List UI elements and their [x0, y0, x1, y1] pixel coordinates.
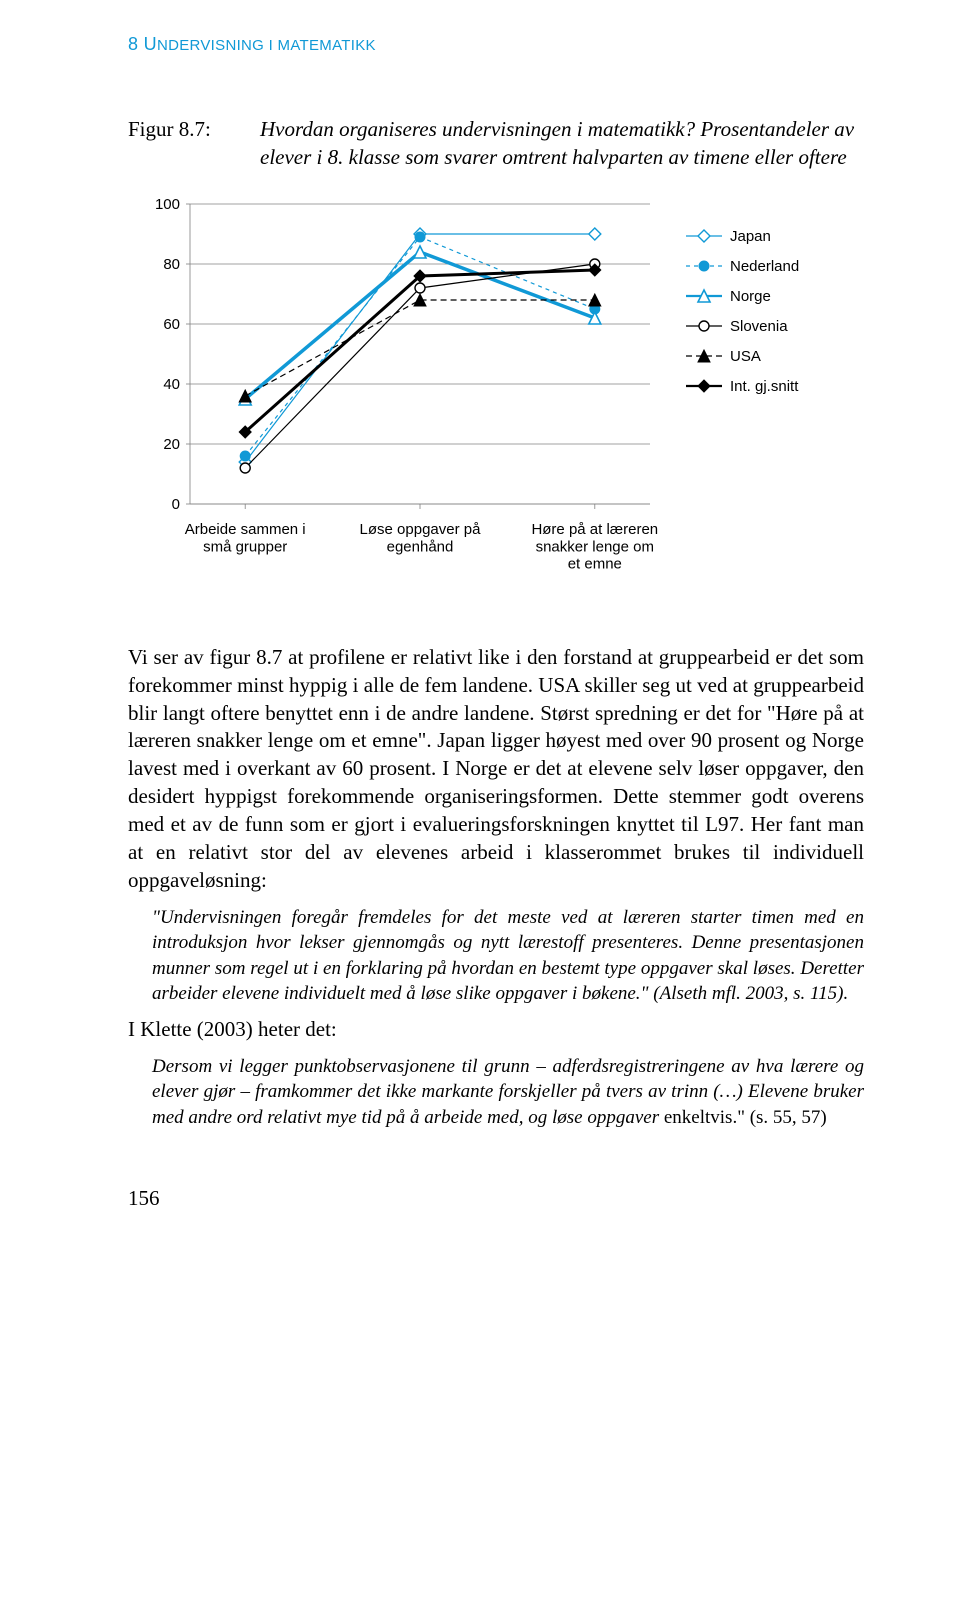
- svg-text:Slovenia: Slovenia: [730, 318, 788, 335]
- chapter-number: 8: [128, 34, 138, 54]
- figure-caption-text: Hvordan organiseres undervisningen i mat…: [260, 115, 864, 172]
- svg-text:USA: USA: [730, 348, 761, 365]
- svg-text:Japan: Japan: [730, 228, 771, 245]
- svg-text:Int. gj.snitt: Int. gj.snitt: [730, 378, 799, 395]
- svg-text:Løse oppgaver påegenhånd: Løse oppgaver påegenhånd: [360, 521, 482, 555]
- svg-text:Norge: Norge: [730, 288, 771, 305]
- page-number: 156: [128, 1186, 864, 1211]
- line-chart: 0 20 40 60 80 100 Arbeide sammen ismå grupper L…: [146, 194, 864, 600]
- svg-text:80: 80: [163, 256, 180, 273]
- running-head: 8 UNDERVISNING I MATEMATIKK: [128, 34, 864, 55]
- block-quote-1: "Undervisningen foregår fremdeles for de…: [152, 905, 864, 1006]
- svg-text:40: 40: [163, 376, 180, 393]
- svg-text:100: 100: [155, 196, 180, 213]
- figure-label: Figur 8.7:: [128, 115, 260, 172]
- running-title-first: U: [144, 34, 157, 54]
- figure-caption: Figur 8.7: Hvordan organiseres undervisn…: [128, 115, 864, 172]
- running-title-rest: NDERVISNING I MATEMATIKK: [157, 37, 376, 54]
- svg-text:20: 20: [163, 436, 180, 453]
- quote2-upright: enkeltvis." (s. 55, 57): [664, 1107, 827, 1128]
- svg-text:Arbeide sammen ismå grupper: Arbeide sammen ismå grupper: [185, 521, 306, 555]
- svg-text:Høre på at lærerensnakker leng: Høre på at lærerensnakker lenge omet emn…: [531, 521, 658, 573]
- body-paragraph: Vi ser av figur 8.7 at profilene er rela…: [128, 644, 864, 895]
- svg-text:60: 60: [163, 316, 180, 333]
- bridge-sentence: I Klette (2003) heter det:: [128, 1016, 864, 1044]
- svg-text:Nederland: Nederland: [730, 258, 799, 275]
- block-quote-2: Dersom vi legger punktobservasjonene til…: [152, 1054, 864, 1130]
- svg-text:0: 0: [172, 496, 180, 513]
